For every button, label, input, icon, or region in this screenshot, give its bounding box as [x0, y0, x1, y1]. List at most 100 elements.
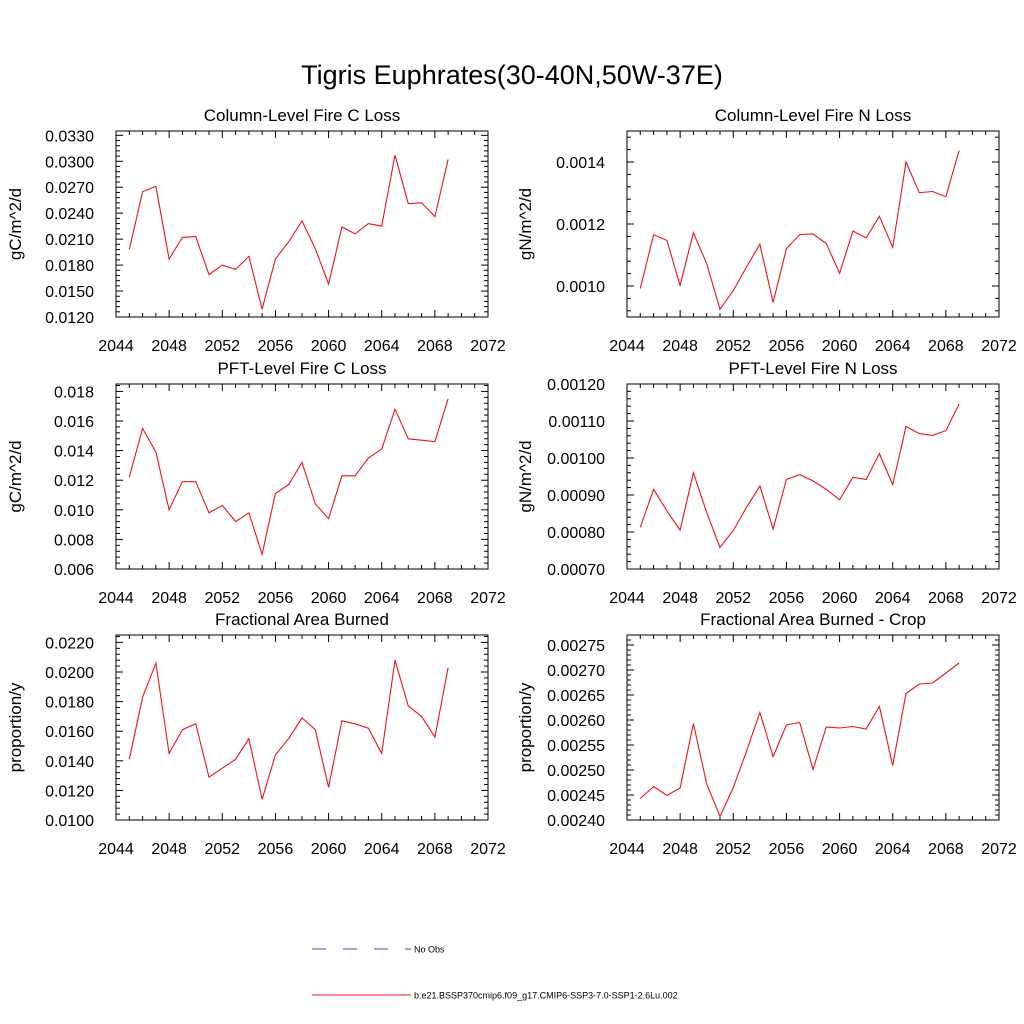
series-line [639, 150, 960, 311]
y-tick-label: 0.0160 [45, 724, 94, 741]
plot-frame [626, 634, 1000, 821]
y-tick-label: 0.008 [54, 532, 94, 549]
x-tick-label: 2056 [769, 841, 805, 858]
x-tick-label: 2072 [981, 338, 1017, 355]
x-tick-label: 2060 [822, 590, 858, 607]
y-tick-label: 0.0100 [45, 813, 94, 830]
y-tick-label: 0.0200 [45, 665, 94, 682]
x-tick-label: 2064 [364, 841, 400, 858]
y-tick-label: 0.00275 [547, 638, 605, 655]
x-tick-label: 2060 [822, 841, 858, 858]
chart-panel-6: Fractional Area Burned - Crop 2044 2048 205… [516, 610, 1017, 858]
y-tick-label: 0.0220 [45, 635, 94, 652]
y-tick-label: 0.00265 [547, 688, 605, 705]
x-tick-label: 2060 [311, 841, 347, 858]
legend-label: No Obs [414, 945, 445, 955]
x-tick-label: 2052 [204, 338, 240, 355]
figure-title: Tigris Euphrates(30-40N,50W-37E) [301, 60, 723, 90]
panel-title: PFT-Level Fire N Loss [728, 359, 897, 378]
y-tick-label: 0.00110 [548, 414, 605, 431]
x-tick-label: 2072 [470, 841, 506, 858]
series-line [128, 398, 449, 557]
x-tick-label: 2060 [311, 338, 347, 355]
panel-title: Column-Level Fire C Loss [204, 106, 401, 125]
panel-title: PFT-Level Fire C Loss [217, 359, 386, 378]
plot-frame [115, 634, 489, 821]
plot-frame [115, 130, 489, 318]
x-tick-label: 2056 [769, 590, 805, 607]
y-tick-label: 0.00260 [547, 713, 605, 730]
chart-panel-5: Fractional Area Burned 2044 2048 2052 2056 20… [6, 610, 506, 858]
x-tick-label: 2056 [258, 338, 294, 355]
series-line [639, 662, 960, 818]
x-tick-label: 2064 [364, 338, 400, 355]
y-tick-label: 0.00245 [547, 788, 605, 805]
legend-label: b.e21.BSSP370cmip6.f09_g17.CMIP6-SSP3-7.… [414, 991, 678, 1001]
chart-panel-4: PFT-Level Fire N Loss 2044 2048 2052 2056 206… [516, 359, 1017, 607]
x-tick-label: 2052 [715, 841, 751, 858]
x-tick-label: 2044 [609, 338, 645, 355]
y-tick-label: 0.0120 [45, 783, 94, 800]
x-tick-label: 2048 [151, 338, 187, 355]
y-tick-label: 0.016 [54, 414, 94, 431]
x-tick-label: 2044 [98, 338, 134, 355]
y-tick-label: 0.0210 [45, 232, 94, 249]
y-axis-label: gN/m^2/d [516, 188, 535, 260]
x-tick-label: 2072 [981, 841, 1017, 858]
y-tick-label: 0.0180 [45, 258, 94, 275]
y-tick-label: 0.006 [54, 562, 94, 579]
y-tick-label: 0.012 [54, 473, 94, 490]
x-tick-label: 2044 [98, 841, 134, 858]
plot-frame [115, 383, 489, 570]
plot-frame [626, 383, 1000, 570]
y-tick-label: 0.018 [54, 384, 94, 401]
y-tick-label: 0.0014 [556, 155, 605, 172]
x-tick-label: 2064 [364, 590, 400, 607]
x-tick-label: 2064 [875, 338, 911, 355]
x-tick-label: 2068 [928, 841, 964, 858]
y-tick-label: 0.00080 [547, 525, 605, 542]
x-tick-label: 2048 [662, 841, 698, 858]
x-tick-label: 2072 [470, 338, 506, 355]
x-tick-label: 2052 [204, 841, 240, 858]
y-tick-label: 0.0180 [45, 695, 94, 712]
y-tick-label: 0.0010 [556, 279, 605, 296]
x-tick-label: 2068 [417, 338, 453, 355]
y-tick-label: 0.0300 [45, 154, 94, 171]
y-tick-label: 0.0140 [45, 754, 94, 771]
x-tick-label: 2044 [609, 590, 645, 607]
y-tick-label: 0.00240 [547, 813, 605, 830]
x-tick-label: 2048 [151, 590, 187, 607]
x-tick-label: 2052 [715, 338, 751, 355]
x-tick-label: 2048 [662, 590, 698, 607]
x-tick-label: 2072 [981, 590, 1017, 607]
y-tick-label: 0.0012 [556, 217, 605, 234]
x-tick-label: 2068 [417, 841, 453, 858]
x-tick-label: 2052 [715, 590, 751, 607]
y-tick-label: 0.0270 [45, 180, 94, 197]
panel-title: Fractional Area Burned - Crop [700, 610, 926, 629]
y-axis-label: gC/m^2/d [6, 188, 25, 260]
x-tick-label: 2048 [662, 338, 698, 355]
y-tick-label: 0.014 [54, 444, 94, 461]
y-tick-label: 0.010 [54, 503, 94, 520]
y-tick-label: 0.00250 [547, 763, 605, 780]
x-tick-label: 2044 [98, 590, 134, 607]
x-tick-label: 2044 [609, 841, 645, 858]
y-tick-label: 0.00255 [547, 738, 605, 755]
x-tick-label: 2068 [928, 338, 964, 355]
x-tick-label: 2064 [875, 841, 911, 858]
series-line [128, 155, 449, 310]
legend: No Obs b.e21.BSSP370cmip6.f09_g17.CMIP6-S… [312, 945, 678, 1001]
y-axis-label: proportion/y [6, 682, 25, 772]
x-tick-label: 2068 [417, 590, 453, 607]
panels: Column-Level Fire C Loss 2044 2048 2052 2056… [6, 106, 1017, 858]
y-tick-label: 0.00100 [547, 451, 605, 468]
panel-title: Fractional Area Burned [215, 610, 389, 629]
y-axis-label: proportion/y [516, 682, 535, 772]
x-tick-label: 2056 [258, 590, 294, 607]
y-tick-label: 0.0150 [45, 284, 94, 301]
chart-panel-1: Column-Level Fire C Loss 2044 2048 2052 2056… [6, 106, 506, 355]
x-tick-label: 2060 [311, 590, 347, 607]
